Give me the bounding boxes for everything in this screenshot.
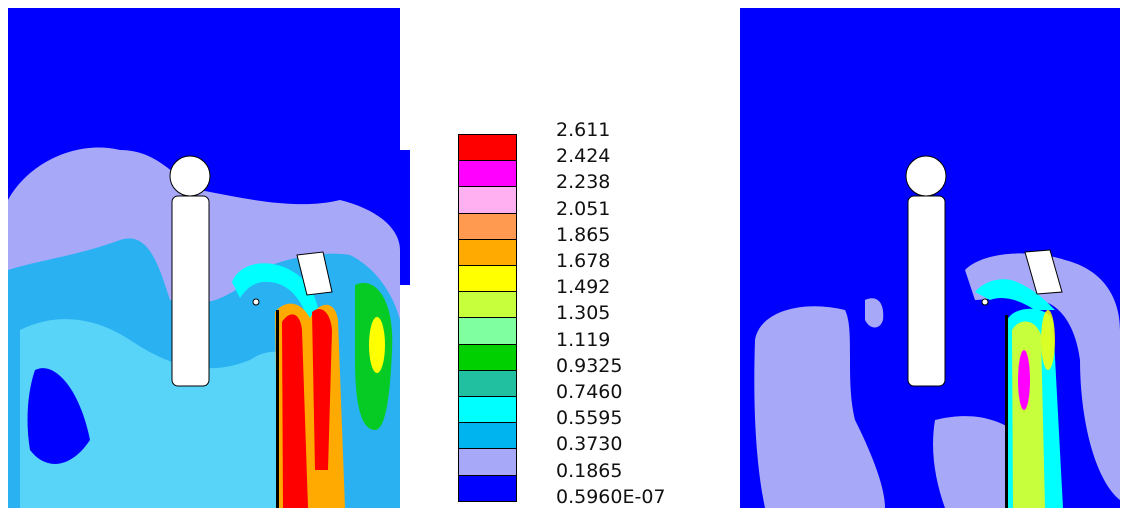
contour-plot-right [735, 0, 1124, 508]
legend-swatch-10 [458, 396, 517, 424]
contour-plot-right-svg [740, 8, 1120, 508]
legend-swatch-7 [458, 317, 517, 345]
plate [296, 251, 333, 296]
color-legend: 2.611 2.424 2.238 2.051 1.865 1.678 1.492 1.305… [458, 119, 718, 508]
side-plume-core [369, 317, 385, 373]
legend-swatch-5 [458, 265, 517, 293]
legend-label-10: 0.7460 [556, 381, 623, 403]
obstacle-body [907, 195, 946, 387]
main-plume-mid [1012, 321, 1045, 508]
obstacle-body [171, 195, 210, 387]
legend-label-7: 1.305 [556, 302, 611, 325]
legend-swatch-4 [458, 238, 517, 266]
main-plume-core-1 [282, 314, 308, 508]
legend-swatch-13 [458, 474, 517, 502]
legend-swatch-2 [458, 186, 517, 214]
legend-label-2: 2.238 [556, 171, 611, 194]
legend-label-9: 0.9325 [556, 354, 623, 377]
legend-label-4: 1.865 [556, 223, 611, 246]
legend-label-3: 2.051 [556, 197, 611, 220]
legend-swatch-1 [458, 160, 517, 188]
legend-swatch-0 [458, 134, 517, 162]
contour-plot-left [0, 0, 412, 508]
legend-label-11: 0.5595 [556, 407, 623, 430]
obstacle-head [905, 155, 947, 197]
plume-wall [1005, 315, 1008, 508]
legend-swatch-8 [458, 343, 517, 371]
legend-swatch-6 [458, 291, 517, 319]
legend-swatch-3 [458, 212, 517, 240]
legend-label-0: 2.611 [556, 119, 611, 141]
inlet-point [981, 298, 989, 306]
legend-label-5: 1.678 [556, 250, 611, 272]
band-0-5595 [20, 319, 320, 508]
legend-swatch-11 [458, 422, 517, 450]
side-plume-core [1041, 310, 1055, 370]
legend-swatch-9 [458, 369, 517, 397]
jet-swirl [975, 279, 1055, 310]
legend-label-12: 0.3730 [556, 433, 623, 456]
plate [1024, 249, 1063, 295]
legend-label-13: 0.1865 [556, 459, 623, 482]
main-plume-core-2 [312, 309, 332, 470]
legend-label-6: 1.492 [556, 276, 611, 299]
contour-plot-left-svg [8, 8, 410, 508]
band-0-1865-small [865, 298, 884, 328]
inlet-point [252, 298, 260, 306]
obstacle-head [169, 155, 211, 197]
jet-swirl [232, 263, 320, 320]
plume-wall [276, 310, 279, 508]
legend-swatch-12 [458, 448, 517, 476]
low-region [27, 368, 90, 464]
band-0-1865 [754, 306, 885, 508]
legend-label-14: 0.5960E-07 [556, 485, 666, 508]
main-plume-core [1018, 350, 1030, 410]
legend-label-8: 1.119 [556, 328, 611, 351]
band-0-1865-upper [965, 253, 1120, 500]
legend-label-1: 2.424 [556, 145, 611, 168]
